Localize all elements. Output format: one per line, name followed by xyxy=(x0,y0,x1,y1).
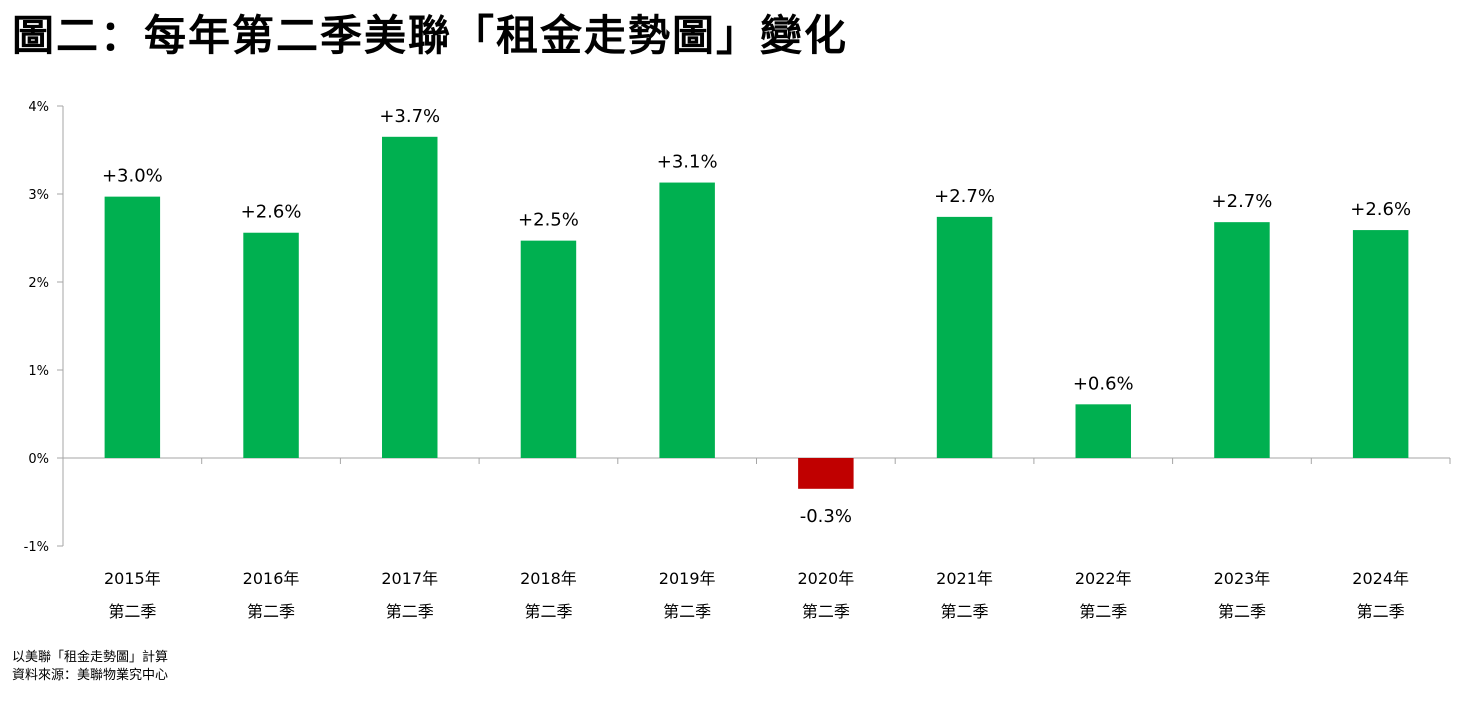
x-tick-label-quarter: 第二季 xyxy=(802,602,850,621)
y-tick-label: -1% xyxy=(24,540,49,555)
bar xyxy=(936,216,993,458)
bars xyxy=(104,136,1409,489)
calc-note: 以美聯「租金走勢圖」計算 xyxy=(12,650,169,665)
data-label: -0.3% xyxy=(800,506,852,527)
y-tick-label: 2% xyxy=(28,276,49,291)
bar xyxy=(1214,222,1270,458)
y-tick-label: 0% xyxy=(28,452,49,467)
y-tick-label: 3% xyxy=(28,188,49,203)
bar xyxy=(382,136,438,459)
x-tick-label-year: 2021年 xyxy=(936,569,993,588)
chart-title: 圖二：每年第二季美聯「租金走勢圖」變化 xyxy=(12,11,849,60)
data-label: +3.1% xyxy=(657,152,718,173)
footnotes: 以美聯「租金走勢圖」計算 資料來源：美聯物業究中心 xyxy=(12,649,168,685)
x-tick-label-year: 2018年 xyxy=(520,569,577,588)
x-tick-label-year: 2016年 xyxy=(243,569,300,588)
data-label: +3.0% xyxy=(102,166,163,187)
data-label: +3.7% xyxy=(379,106,440,127)
x-tick-label-quarter: 第二季 xyxy=(663,602,711,621)
x-tick-label-quarter: 第二季 xyxy=(1218,602,1266,621)
bar xyxy=(243,232,299,458)
source-note: 資料來源：美聯物業究中心 xyxy=(12,668,169,683)
x-tick-label-quarter: 第二季 xyxy=(941,602,989,621)
x-tick-label-quarter: 第二季 xyxy=(386,602,434,621)
bar xyxy=(659,182,715,458)
x-tick-label-year: 2023年 xyxy=(1214,569,1271,588)
bar xyxy=(520,240,577,458)
bar xyxy=(1075,404,1131,458)
x-tick-label-quarter: 第二季 xyxy=(247,602,295,621)
bar xyxy=(104,196,161,458)
y-tick-label: 4% xyxy=(28,100,49,115)
x-tick-label-year: 2020年 xyxy=(797,569,854,588)
x-tick-label-year: 2024年 xyxy=(1352,569,1409,588)
data-label: +2.5% xyxy=(518,210,579,231)
data-label: +2.7% xyxy=(934,186,995,207)
x-tick-label-year: 2022年 xyxy=(1075,569,1132,588)
x-tick-label-year: 2019年 xyxy=(659,569,716,588)
data-label: +0.6% xyxy=(1073,373,1134,394)
data-label: +2.7% xyxy=(1212,191,1273,212)
x-tick-label-year: 2015年 xyxy=(104,569,161,588)
data-label: +2.6% xyxy=(1350,199,1411,220)
x-tick-label-quarter: 第二季 xyxy=(108,602,156,621)
x-tick-label-quarter: 第二季 xyxy=(1357,602,1405,621)
bar xyxy=(798,458,854,489)
x-tick-label-year: 2017年 xyxy=(381,569,438,588)
data-label: +2.6% xyxy=(241,202,302,223)
y-tick-label: 1% xyxy=(28,364,49,379)
bar xyxy=(1352,230,1409,458)
x-tick-label-quarter: 第二季 xyxy=(1079,602,1127,621)
x-tick-label-quarter: 第二季 xyxy=(524,602,572,621)
